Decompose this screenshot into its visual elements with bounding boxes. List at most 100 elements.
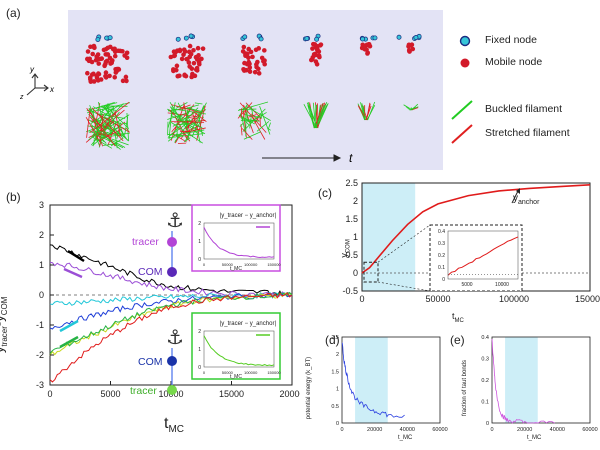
ytick-label: -0.5 [342,286,358,296]
filament [174,123,189,142]
com-dot [167,267,177,277]
inset-xlabel: t_MC [230,266,242,272]
mobile-node [90,51,96,57]
mobile-node [171,68,176,74]
mobile-node [107,73,112,79]
filament [176,123,178,139]
inset-xtick: 100000 [244,262,258,267]
mobile-node [191,47,196,53]
mobile-node [182,49,188,54]
mobile-node [85,70,90,76]
filament [307,102,318,129]
filament [242,107,249,112]
series-line [49,261,293,298]
mobile-node [124,78,129,84]
mobile-node [247,65,253,70]
mobile-node [104,58,110,64]
snapshot-nodes-1 [84,34,130,84]
mobile-node [310,46,315,51]
mobile-node [183,73,189,79]
panel-d-label: (d) [325,333,340,347]
filament [89,101,130,133]
filament [185,109,191,118]
snapshot-nodes-4 [302,33,324,67]
legend-fixed-node: Fixed node [485,34,537,46]
panel-e-axes: 0 0.1 0.2 0.3 0.4 0 20000 40000 60000 [481,335,597,433]
mobile-node [94,73,99,79]
mobile-node [195,57,201,62]
filament [314,101,328,129]
panel-d-axes: 0 0.5 1 1.5 2 2.5 0 20000 40000 60000 [331,335,447,433]
ytick-label: 0.3 [481,357,489,363]
filament [124,116,129,135]
panel-a-background [68,10,443,170]
mobile-node [105,45,111,51]
filament [111,106,115,119]
mobile-node [187,43,193,49]
filament [366,102,371,121]
filament [239,114,250,126]
filament [238,104,248,117]
panel-b-ylabel-wrap: ytracer-yCOM [0,271,60,391]
fixed-node [242,34,248,40]
mobile-node [120,78,126,84]
com-label-bottom: COM [138,356,163,368]
mobile-node [248,49,254,55]
inset-ytick: 0.4 [438,229,445,235]
ytick-label: -2 [36,350,44,360]
mobile-node [199,56,204,62]
series-line [49,291,293,354]
filament [90,124,121,150]
shaded-region [362,183,416,291]
axis-x-label: x [49,85,55,94]
inset-ytick: 0 [442,277,445,283]
filament [96,107,114,126]
mobile-node [256,46,262,51]
xtick-label: 15000 [219,389,244,399]
snapshot-nodes-6 [396,33,422,54]
mobile-node [410,46,416,52]
inset-ytick: 0.1 [438,265,445,271]
filament [91,107,124,142]
mobile-node [177,73,182,79]
ytick-label: 0 [336,421,339,427]
filament [240,108,243,119]
mobile-node [179,56,185,62]
xtick-label: 5000 [100,389,120,399]
mobile-node [313,59,319,64]
filament [95,111,117,140]
filament [89,111,116,147]
mobile-node [241,44,247,50]
mobile-node [85,49,91,54]
filament [167,133,204,139]
xtick-label: 20000 [517,427,532,433]
filament [186,107,203,113]
panel-b-chart: -3-2-1012305000100001500020000 ⚓ tracer … [36,200,300,399]
ytick-label: 2 [336,352,339,358]
filament [167,112,173,128]
mobile-node [407,48,412,54]
mobile-node [256,71,262,76]
mobile-node [91,43,97,49]
slope-marker-black [67,249,85,263]
shaded-region [505,337,538,423]
mobile-node [104,52,110,57]
mobile-node [317,43,323,48]
fixed-node [183,35,189,41]
filament [92,106,113,119]
filament [314,104,317,129]
mobile-node [112,53,118,59]
filament [88,114,130,141]
time-label: t [349,151,353,165]
xtick-label: 20000 [279,389,300,399]
mobile-node [98,77,104,82]
filament [367,101,376,121]
shaded-region [355,337,388,423]
mobile-node [103,70,109,75]
ytick-label: -1 [36,320,44,330]
filament [197,131,201,143]
ytick-label: 3 [39,200,44,210]
filament [177,104,191,110]
legend-mobile-node: Mobile node [485,56,543,68]
